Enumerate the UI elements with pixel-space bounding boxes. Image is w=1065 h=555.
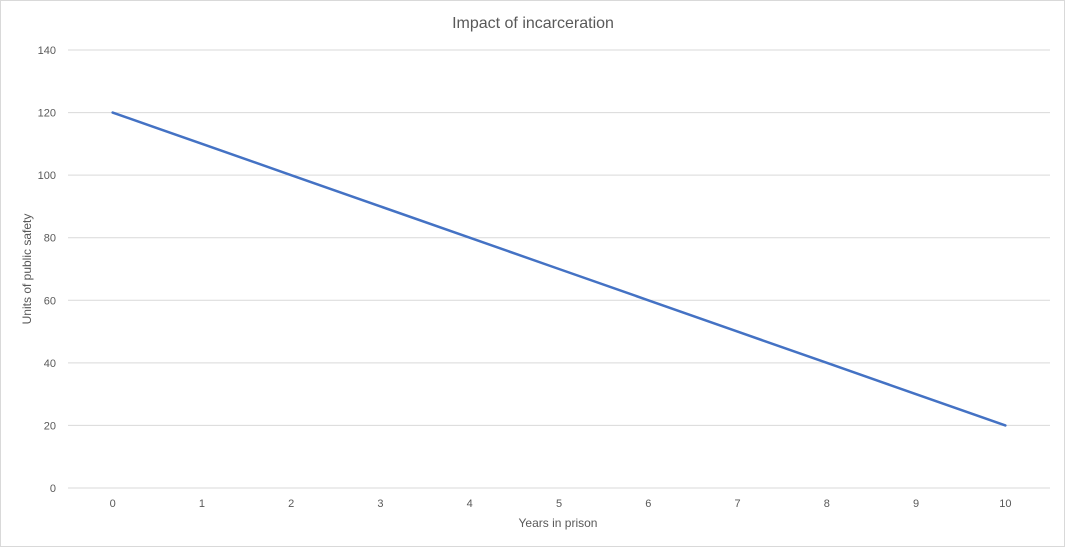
x-tick-label: 1 [199,498,205,510]
x-tick-label: 6 [645,498,651,510]
y-axis-label: Units of public safety [20,214,34,325]
y-tick-label: 40 [44,358,56,370]
x-tick-label: 2 [288,498,294,510]
x-tick-label: 0 [110,498,116,510]
x-tick-label: 5 [556,498,562,510]
x-tick-label: 7 [734,498,740,510]
x-tick-label: 9 [913,498,919,510]
y-tick-label: 80 [44,233,56,245]
y-axis-ticks: 0 20 40 60 80 100 120 140 [38,45,56,495]
x-tick-label: 3 [377,498,383,510]
x-axis-ticks: 0 1 2 3 4 5 6 7 8 9 10 [110,498,1012,510]
y-tick-label: 100 [38,170,56,182]
x-tick-label: 10 [999,498,1011,510]
x-tick-label: 4 [467,498,473,510]
series-layer [111,111,1007,427]
y-tick-label: 140 [38,45,56,57]
x-tick-label: 8 [824,498,830,510]
chart-title: Impact of incarceration [452,15,614,32]
gridlines [68,49,1050,489]
y-tick-label: 0 [50,483,56,495]
y-tick-label: 20 [44,420,56,432]
y-tick-label: 120 [38,108,56,120]
x-axis-label: Years in prison [519,516,598,530]
series-line [111,111,1007,427]
y-tick-label: 60 [44,295,56,307]
